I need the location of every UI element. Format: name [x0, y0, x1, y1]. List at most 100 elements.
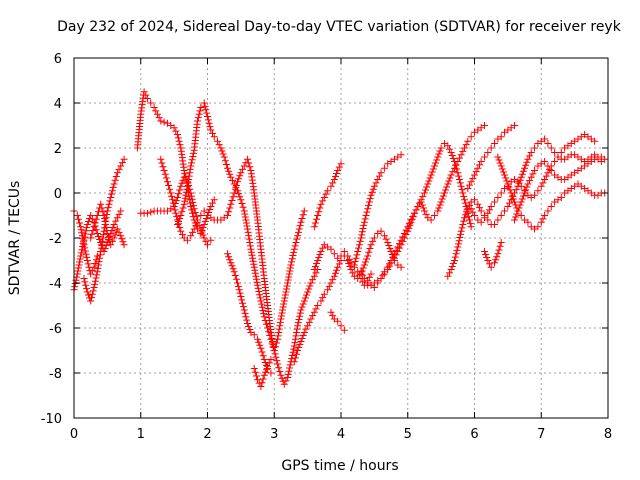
data-point — [84, 218, 92, 225]
data-point — [455, 176, 463, 183]
data-point — [73, 270, 81, 278]
data-point — [322, 190, 330, 198]
data-point — [359, 278, 367, 286]
data-point — [287, 261, 295, 269]
data-point — [206, 123, 214, 131]
series-sat-n — [327, 308, 348, 334]
data-point — [118, 159, 126, 167]
data-point — [258, 303, 266, 311]
data-point — [484, 209, 492, 217]
data-point — [246, 163, 254, 171]
data-point — [491, 221, 499, 228]
data-point — [504, 180, 512, 188]
data-point — [185, 176, 193, 183]
data-point — [319, 197, 327, 205]
data-point — [94, 261, 102, 269]
data-point — [481, 153, 489, 161]
data-point — [539, 215, 547, 223]
series-sat-m — [310, 160, 345, 231]
data-point — [432, 159, 440, 167]
data-point — [161, 170, 169, 178]
data-point — [93, 271, 101, 279]
data-point — [225, 253, 233, 261]
data-point — [317, 248, 325, 255]
data-point — [335, 260, 343, 268]
data-point — [360, 275, 368, 282]
data-point — [102, 224, 110, 231]
data-point — [260, 313, 268, 321]
data-point — [180, 173, 188, 181]
data-point — [260, 371, 268, 379]
data-point — [224, 212, 232, 219]
data-point — [364, 205, 372, 213]
data-point — [256, 294, 264, 302]
data-point — [310, 272, 318, 280]
x-tick-label: 2 — [203, 427, 211, 442]
data-point — [242, 313, 250, 321]
data-point — [494, 250, 502, 258]
y-tick-label: 2 — [54, 142, 62, 157]
data-point — [546, 165, 554, 173]
data-point — [469, 208, 477, 216]
data-point — [534, 187, 542, 195]
data-point — [497, 133, 505, 141]
data-point — [90, 223, 98, 231]
data-point — [118, 235, 126, 243]
data-point — [493, 253, 501, 261]
data-point — [374, 176, 382, 183]
data-point — [140, 88, 148, 96]
data-point — [221, 157, 229, 165]
data-point — [327, 279, 335, 287]
data-point — [183, 185, 191, 193]
data-point — [87, 212, 95, 219]
x-tick-label: 7 — [537, 427, 545, 442]
data-point — [514, 178, 522, 186]
data-point — [542, 172, 550, 180]
data-point — [93, 230, 101, 237]
data-point — [354, 275, 362, 282]
data-point — [98, 237, 106, 245]
data-point — [423, 183, 431, 191]
data-point — [498, 165, 506, 173]
data-point — [173, 131, 181, 138]
data-point — [297, 338, 305, 345]
data-point — [497, 162, 505, 170]
data-point — [200, 99, 208, 107]
data-point — [306, 282, 314, 290]
data-point — [90, 284, 98, 291]
data-point — [108, 190, 116, 198]
data-point — [523, 158, 531, 166]
data-point — [76, 255, 84, 263]
data-point — [537, 218, 545, 226]
data-point — [143, 95, 151, 102]
data-point — [501, 207, 509, 215]
data-point — [111, 176, 119, 184]
data-point — [333, 170, 341, 177]
data-point — [193, 117, 201, 125]
data-point — [99, 231, 107, 239]
data-point — [359, 271, 367, 279]
data-point — [189, 202, 197, 210]
data-point — [250, 365, 258, 372]
data-point — [290, 345, 298, 353]
data-point — [484, 257, 492, 264]
data-point — [503, 177, 511, 185]
data-point — [274, 335, 282, 343]
data-point — [88, 267, 96, 275]
data-point — [227, 173, 235, 181]
y-axis-label: SDTVAR / TECUs — [7, 181, 23, 296]
data-point — [282, 285, 290, 293]
data-point — [310, 308, 318, 316]
data-point — [395, 244, 403, 252]
data-point — [327, 245, 335, 253]
data-point — [355, 241, 363, 249]
data-point — [89, 227, 97, 234]
data-point — [228, 262, 236, 270]
data-point — [274, 332, 282, 340]
data-point — [329, 179, 337, 187]
data-point — [519, 167, 527, 175]
data-point — [241, 309, 249, 317]
data-point — [234, 279, 242, 287]
data-point — [99, 208, 107, 216]
data-point — [110, 234, 118, 242]
